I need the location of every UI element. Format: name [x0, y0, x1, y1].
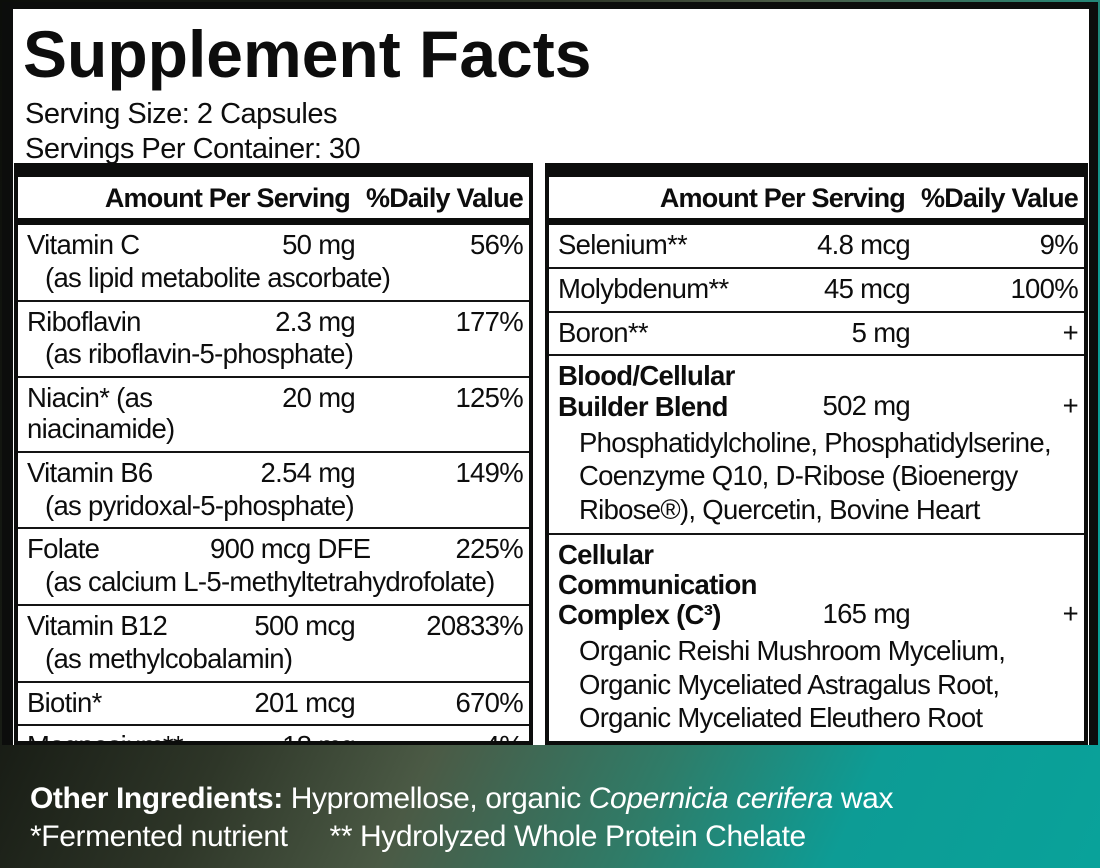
nutrient-dv: 100% [1010, 272, 1078, 304]
blend-dv: + [1062, 598, 1079, 630]
blend-amount: 165 mg [822, 598, 910, 630]
serving-info: Serving Size: 2 Capsules Servings Per Co… [25, 97, 1089, 167]
table-row: Molybdenum** 45 mcg 100% [549, 266, 1084, 311]
left-table-rows: Vitamin C 50 mg 56% (as lipid metabolite… [18, 225, 529, 741]
table-row: Vitamin B12 500 mcg 20833% (as methylcob… [18, 603, 529, 681]
nutrient-name: Boron** [558, 316, 649, 348]
nutrient-dv: 56% [470, 229, 524, 260]
table-row: Folate 900 mcg DFE 225% (as calcium L-5-… [18, 527, 529, 604]
nutrient-amount: 50 mg [282, 229, 356, 260]
table-row: Vitamin C 50 mg 56% (as lipid metabolite… [18, 225, 529, 300]
other-ingredients-text: Hypromellose, organic [282, 782, 589, 815]
amount-per-serving-header: Amount Per Serving [104, 183, 351, 213]
blend-row: Blood/Cellular Builder Blend 502 mg + Ph… [549, 354, 1084, 532]
serving-size: Serving Size: 2 Capsules [25, 98, 338, 130]
table-row: Biotin* 201 mcg 670% [18, 680, 529, 725]
nutrient-form: (as methylcobalamin) [45, 642, 293, 674]
nutrient-amount: 45 mcg [824, 272, 911, 304]
nutrient-name: Magnesium** [27, 731, 210, 741]
blend-dv: + [1062, 390, 1079, 422]
nutrient-amount: 201 mcg [254, 686, 355, 718]
facts-table-left: Amount Per Serving %Daily Value Vitamin … [14, 163, 533, 745]
nutrient-dv: 125% [455, 382, 523, 414]
nutrient-dv: + [1062, 316, 1079, 348]
nutrient-amount: 500 mcg [254, 609, 355, 641]
blend-name-line2: Complex (C³) [558, 599, 721, 631]
footnotes-line: *Fermented nutrient ** Hydrolyzed Whole P… [30, 818, 893, 856]
daily-value-header: %Daily Value [921, 183, 1079, 213]
nutrient-dv: 670% [455, 686, 523, 718]
blend-ingredients: Phosphatidylcholine, Phosphatidylserine,… [579, 426, 1052, 525]
table-row: Boron** 5 mg + [549, 310, 1084, 355]
nutrient-name: Niacin* (as niacinamide) [27, 382, 175, 444]
blend-name-line1: Cellular Communication [558, 538, 757, 600]
nutrient-form: (as riboflavin-5-phosphate) [45, 338, 354, 370]
table-row: Riboflavin 2.3 mg 177% (as riboflavin-5-… [18, 299, 529, 377]
nutrient-name: Vitamin B6 [27, 456, 153, 488]
nutrient-amount: 2.54 mg [260, 456, 356, 488]
table-row: Magnesium** 18 mg 4% [18, 724, 529, 741]
other-ingredients-line: Other Ingredients: Hypromellose, organic… [30, 780, 893, 818]
nutrient-name: Riboflavin [27, 305, 141, 337]
nutrient-name: Folate [27, 533, 100, 565]
right-table-header: Amount Per Serving %Daily Value [549, 177, 1084, 225]
nutrient-name: Vitamin B12 [27, 609, 168, 641]
other-ingredients-latin-name: Copernicia cerifera [588, 782, 834, 815]
right-table-rows: Selenium** 4.8 mcg 9% Molybdenum** 45 mc… [549, 225, 1084, 741]
nutrient-amount: 20 mg [282, 382, 356, 414]
supplement-facts-panel: Supplement Facts Serving Size: 2 Capsule… [2, 2, 1098, 745]
servings-per-container: Servings Per Container: 30 [25, 132, 361, 165]
nutrient-amount: 4.8 mcg [817, 229, 911, 260]
nutrient-form: (as lipid metabolite ascorbate) [45, 261, 391, 293]
blend-name-line1: Blood/Cellular [558, 360, 735, 392]
blend-ingredients: Organic Reishi Mushroom Mycelium, Organi… [579, 635, 1006, 734]
table-row: Selenium** 4.8 mcg 9% [549, 225, 1084, 267]
nutrient-amount: 5 mg [851, 316, 911, 348]
daily-value-header: %Daily Value [366, 183, 524, 213]
nutrient-dv: 149% [455, 456, 523, 488]
fermented-footnote: *Fermented nutrient [30, 819, 288, 853]
blend-name-line2: Builder Blend [558, 390, 728, 422]
nutrient-name: Selenium** [558, 229, 688, 260]
facts-table-right: Amount Per Serving %Daily Value Selenium… [545, 163, 1088, 745]
nutrient-name: Molybdenum** [558, 272, 729, 304]
nutrient-amount: 900 mcg DFE [210, 533, 371, 565]
nutrient-dv: 177% [455, 305, 523, 337]
blend-amount: 502 mg [822, 390, 910, 422]
hydrolyzed-footnote: ** Hydrolyzed Whole Protein Chelate [329, 819, 807, 853]
other-ingredients-label: Other Ingredients: [30, 782, 283, 815]
left-table-header: Amount Per Serving %Daily Value [18, 177, 529, 225]
facts-tables: Amount Per Serving %Daily Value Vitamin … [14, 163, 1088, 745]
blend-row: Cellular Communication Complex (C³) 165 … [549, 532, 1084, 741]
label-footer: Other Ingredients: Hypromellose, organic… [30, 780, 893, 855]
blend-name: Cellular Communication Complex (C³) [558, 538, 765, 631]
nutrient-name: Vitamin C [27, 229, 140, 260]
nutrient-dv: 225% [455, 533, 523, 565]
nutrient-dv: 4% [355, 731, 524, 741]
table-row: Vitamin B6 2.54 mg 149% (as pyridoxal-5-… [18, 450, 529, 528]
nutrient-dv: 9% [1039, 229, 1079, 260]
nutrient-dv: 20833% [426, 609, 523, 641]
nutrient-form: (as pyridoxal-5-phosphate) [45, 489, 355, 521]
nutrient-form: (as calcium L-5-methyltetrahydrofolate) [45, 566, 495, 598]
panel-title: Supplement Facts [23, 17, 592, 91]
blend-name: Blood/Cellular Builder Blend [558, 361, 765, 422]
amount-per-serving-header: Amount Per Serving [659, 183, 906, 213]
daily-value-footnote: + Daily Value not established [549, 740, 1084, 741]
other-ingredients-text-end: wax [832, 782, 894, 815]
nutrient-name: Biotin* [27, 686, 102, 718]
table-row: Niacin* (as niacinamide) 20 mg 125% [18, 376, 529, 451]
nutrient-amount: 2.3 mg [275, 305, 356, 337]
nutrient-amount: 18 mg [210, 731, 356, 741]
